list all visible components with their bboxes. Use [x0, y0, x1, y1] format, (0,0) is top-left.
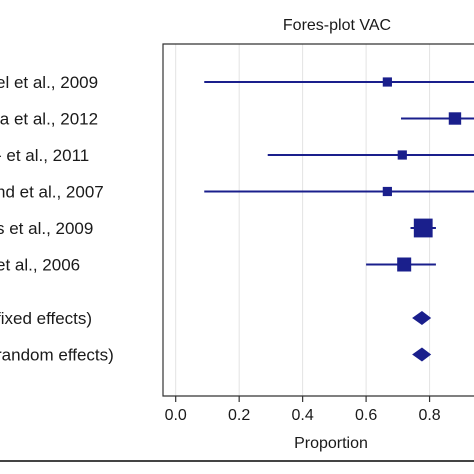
study-row: s et al., 2009: [0, 218, 436, 238]
pooled-label: fixed effects): [0, 309, 92, 328]
x-tick-label: 0.4: [292, 407, 314, 424]
study-label: nd et al., 2007: [0, 183, 104, 202]
x-tick-label: 0.2: [228, 407, 250, 424]
pooled-diamond: [412, 311, 432, 325]
study-rows: el et al., 2009 ia et al., 2012 - et al., …: [0, 73, 474, 365]
study-label: et al., 2006: [0, 256, 80, 275]
x-tick-label: 0.0: [165, 407, 187, 424]
x-tick-label: 0.8: [418, 407, 440, 424]
point-estimate: [382, 186, 392, 197]
pooled-diamond: [412, 347, 432, 362]
point-estimate: [382, 77, 392, 87]
study-row: el et al., 2009: [0, 73, 474, 92]
grid-lines: [175, 44, 431, 396]
point-estimate: [413, 218, 433, 238]
study-row: et al., 2006: [0, 256, 436, 275]
pooled-label: random effects): [0, 346, 114, 365]
chart-title: Fores-plot VAC: [283, 17, 391, 34]
x-axis-ticks: 0.0 0.2 0.4 0.6 0.8: [165, 396, 441, 424]
pooled-row: fixed effects): [0, 309, 432, 328]
x-tick-label: 0.6: [355, 407, 377, 424]
point-estimate: [448, 112, 462, 125]
point-estimate: [397, 257, 412, 272]
study-row: - et al., 2011: [0, 146, 474, 165]
study-label: el et al., 2009: [0, 73, 98, 92]
bottom-divider: [0, 460, 474, 462]
plot-frame: [162, 43, 474, 397]
study-row: nd et al., 2007: [0, 183, 474, 202]
study-label: - et al., 2011: [0, 146, 89, 165]
study-label: ia et al., 2012: [0, 110, 98, 129]
study-row: ia et al., 2012: [0, 110, 474, 129]
study-label: s et al., 2009: [0, 219, 93, 238]
x-axis-title: Proportion: [294, 435, 368, 452]
point-estimate: [397, 150, 407, 160]
pooled-row: random effects): [0, 346, 432, 365]
